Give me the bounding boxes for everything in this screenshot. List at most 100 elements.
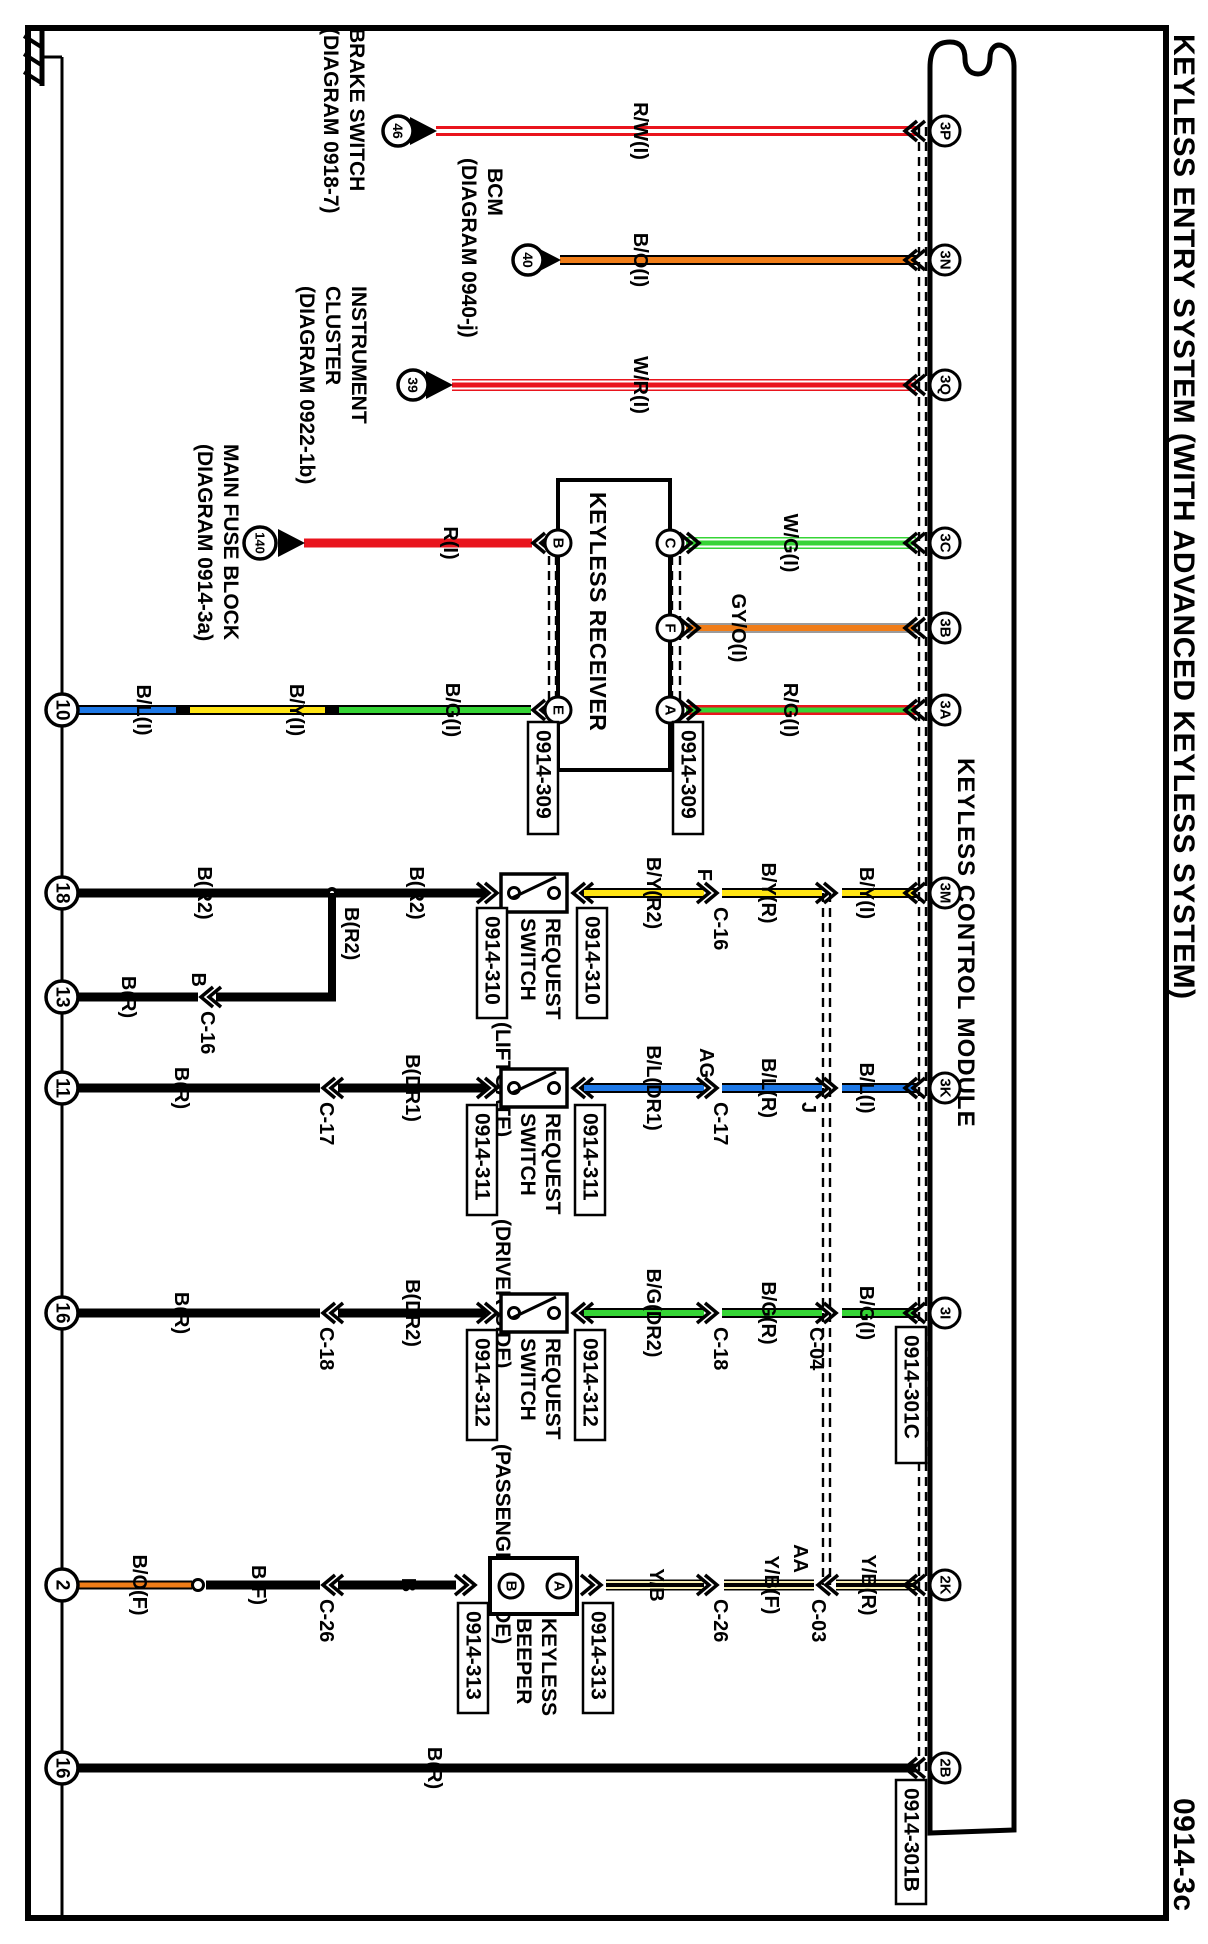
wire-row-13: B(R) B C-16: [78, 973, 336, 1054]
connector-label: C-17: [709, 1102, 731, 1145]
wire-label: B/L(I): [855, 1062, 877, 1113]
svg-text:3A: 3A: [937, 700, 954, 719]
wire-label: B(F): [247, 1565, 269, 1605]
svg-text:REQUEST: REQUEST: [541, 1113, 564, 1215]
offpage-bcm: 40 BCM (DIAGRAM 0940-j): [457, 158, 545, 338]
svg-text:3C: 3C: [937, 533, 954, 552]
ref-circle-39: [396, 368, 430, 402]
svg-text:A: A: [551, 1581, 568, 1592]
keyless-beeper: B A 0914-313 0914-313 KEYLESS BEEPER: [456, 1556, 615, 1716]
svg-text:C: C: [662, 538, 679, 549]
wire-row-2b: B(R): [78, 1747, 927, 1789]
module-pin-3n: [928, 243, 962, 277]
receiver-pin-f: [655, 613, 685, 643]
wire-label: B(R2): [405, 866, 427, 919]
connector-id-box: [671, 720, 705, 836]
svg-text:3M: 3M: [937, 883, 954, 904]
wire-label: GY/O(I): [727, 594, 749, 663]
connector-id-box: [573, 1328, 607, 1442]
connector-label: C-17: [315, 1102, 337, 1145]
connector-label: C-26: [709, 1599, 731, 1642]
page-border: [25, 25, 1169, 1921]
connector-id-box: [894, 1778, 928, 1906]
module-connector-dashed-line: [917, 127, 928, 1775]
svg-text:140: 140: [253, 532, 268, 554]
ref-circle-140: [242, 525, 278, 561]
wire-label: B/L(R): [757, 1058, 779, 1118]
svg-text:13: 13: [52, 986, 73, 1007]
svg-text:KEYLESS: KEYLESS: [537, 1618, 560, 1716]
ground-symbol-icon: [22, 30, 62, 86]
svg-text:MAIN FUSE BLOCK: MAIN FUSE BLOCK: [219, 444, 242, 640]
svg-text:SWITCH: SWITCH: [516, 1113, 539, 1196]
wire-label: R/W(I): [629, 102, 651, 160]
receiver-pin-b: [543, 528, 573, 558]
connector-label: J: [797, 1102, 819, 1113]
connector-id-box: [894, 1325, 928, 1465]
svg-text:2K: 2K: [937, 1575, 954, 1594]
svg-text:(DIAGRAM 0922-1b): (DIAGRAM 0922-1b): [295, 286, 318, 484]
svg-text:39: 39: [405, 377, 421, 393]
svg-text:0914-309: 0914-309: [677, 730, 700, 819]
wire-label: B(R): [170, 1292, 192, 1334]
svg-text:0914-310: 0914-310: [481, 916, 504, 1005]
module-pin-3q: [928, 368, 962, 402]
module-pin-3p: [928, 114, 962, 148]
offpage-main-fuse-block: 140 MAIN FUSE BLOCK (DIAGRAM 0914-3a): [193, 444, 278, 641]
ground-ref-11: [44, 1070, 80, 1106]
keyless-receiver-box: [556, 478, 672, 772]
connector-id-box: [573, 1103, 607, 1217]
switch-blade-icon: [511, 1295, 557, 1320]
wire-label: Y/B(R): [857, 1554, 879, 1615]
wire-label: B(R2): [193, 866, 215, 919]
svg-text:0914-313: 0914-313: [462, 1611, 485, 1700]
wire-label: B/Y(I): [285, 684, 307, 736]
wire-row-3c: W/G(I): [677, 514, 927, 572]
svg-text:(DIAGRAM 0914-3a): (DIAGRAM 0914-3a): [193, 444, 216, 641]
svg-text:0914-313: 0914-313: [587, 1611, 610, 1700]
ground-ref-10: [44, 692, 80, 728]
module-pin-2b: [928, 1751, 962, 1785]
svg-text:0914-311: 0914-311: [579, 1113, 602, 1201]
wire-label: B/G(R): [757, 1281, 779, 1344]
connector-id: 0914-301C: [900, 1335, 923, 1439]
sheet-number: 0914-3c: [1167, 1798, 1200, 1912]
module-label: KEYLESS CONTROL MODULE: [952, 758, 979, 1128]
beeper-pin-a: [545, 1572, 573, 1600]
wire-row-3a: R/G(I): [677, 683, 927, 737]
wire-row-3n: B/O(I): [534, 233, 927, 287]
ref-circle-46: [381, 114, 415, 148]
svg-text:18: 18: [52, 882, 73, 903]
wire-label: W/R(I): [629, 356, 651, 414]
wire-row-recv-b: R(I): [278, 526, 555, 560]
wire-label: B: [397, 1578, 419, 1592]
wire-label: Y/B: [645, 1568, 667, 1601]
receiver-pin-a: [655, 695, 685, 725]
page-title: KEYLESS ENTRY SYSTEM (WITH ADVANCED KEYL…: [1167, 34, 1200, 1000]
svg-text:2: 2: [52, 1580, 73, 1591]
svg-text:CLUSTER: CLUSTER: [321, 286, 344, 385]
svg-text:B: B: [550, 538, 567, 549]
svg-text:46: 46: [390, 123, 406, 139]
switch-blade-icon: [511, 1070, 557, 1095]
svg-text:REQUEST: REQUEST: [541, 1338, 564, 1440]
ground-ref-13: [44, 979, 80, 1015]
svg-text:3P: 3P: [937, 122, 954, 140]
svg-text:3K: 3K: [937, 1078, 954, 1097]
svg-text:(DIAGRAM 0940-j): (DIAGRAM 0940-j): [457, 158, 480, 338]
connector-label: C-04: [805, 1327, 827, 1371]
module-pin-3m: [928, 876, 962, 910]
ref-circle-40: [511, 243, 545, 277]
svg-text:BCM: BCM: [483, 168, 506, 216]
svg-text:0914-311: 0914-311: [471, 1113, 494, 1201]
connector-label: C-18: [315, 1327, 337, 1370]
module-pin-3c: [928, 526, 962, 560]
wire-label: B/G(I): [855, 1286, 877, 1340]
svg-text:0914-312: 0914-312: [579, 1338, 602, 1427]
svg-text:3N: 3N: [937, 250, 954, 269]
svg-text:BRAKE SWITCH: BRAKE SWITCH: [345, 28, 368, 191]
ground-ref-16: [44, 1295, 80, 1331]
connector-label: C-26: [315, 1599, 337, 1642]
wire-label: B/O(F): [128, 1554, 150, 1615]
